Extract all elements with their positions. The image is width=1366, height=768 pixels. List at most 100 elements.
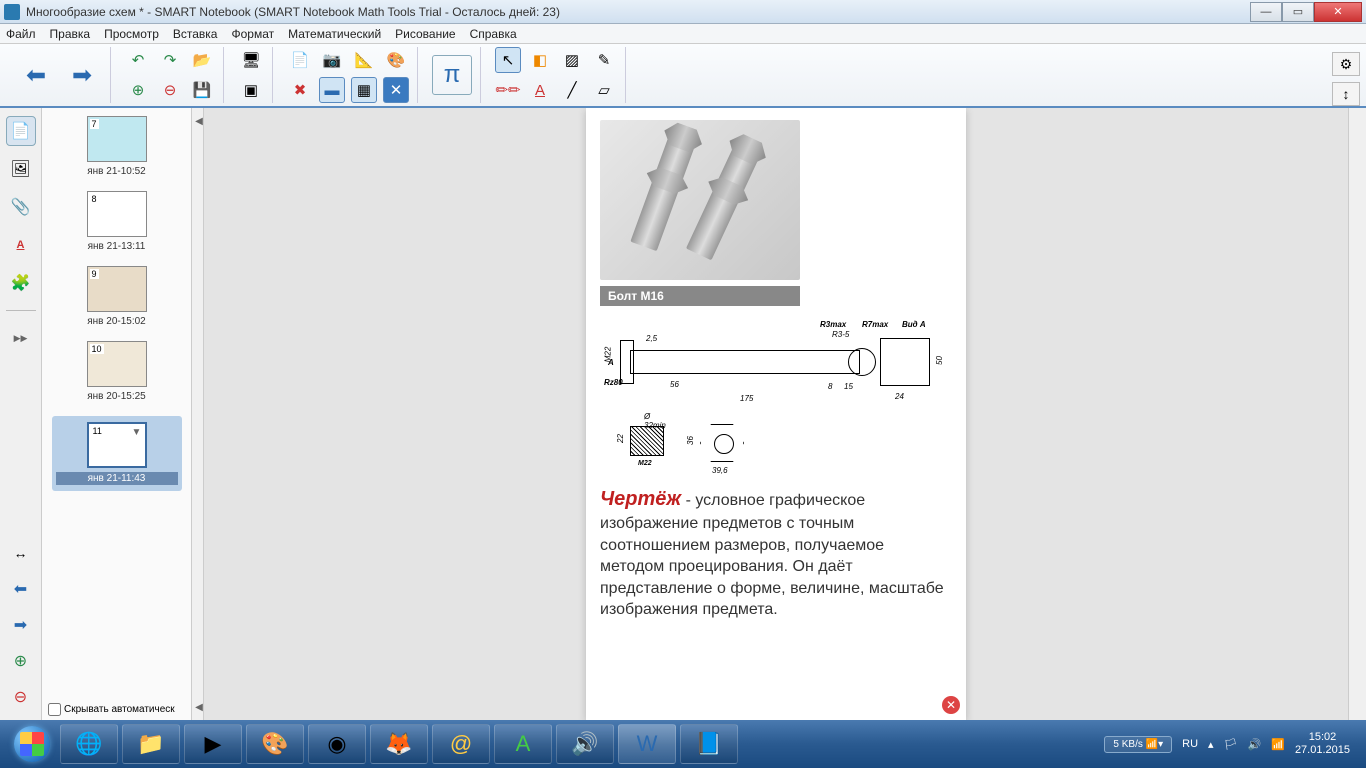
next-button-side[interactable]: ➡: [6, 610, 36, 640]
screen-shade-button[interactable]: ▬: [319, 77, 345, 103]
undo-button[interactable]: ↶: [125, 47, 151, 73]
slide-thumb[interactable]: 9 янв 20-15:02: [82, 266, 152, 327]
text-tool[interactable]: A: [527, 77, 553, 103]
clock[interactable]: 15:02 27.01.2015: [1295, 731, 1350, 757]
delete-page-side[interactable]: ⊖: [6, 682, 36, 712]
properties-tab[interactable]: A: [6, 230, 36, 260]
taskbar-ie[interactable]: 🌐: [60, 724, 118, 764]
photo-label: Болт М16: [600, 286, 800, 306]
taskbar-mail[interactable]: @: [432, 724, 490, 764]
taskbar-notebook[interactable]: 📘: [680, 724, 738, 764]
taskbar-app1[interactable]: 🎨: [246, 724, 304, 764]
tray-arrow-icon[interactable]: ▴: [1208, 738, 1214, 751]
menubar: Файл Правка Просмотр Вставка Формат Мате…: [0, 24, 1366, 44]
start-button[interactable]: [6, 724, 58, 764]
lang-indicator[interactable]: RU: [1182, 738, 1198, 750]
dim-label: 36: [686, 436, 695, 445]
taskbar-explorer[interactable]: 📁: [122, 724, 180, 764]
select-tool[interactable]: ↖: [495, 47, 521, 73]
next-page-button[interactable]: ➡: [62, 55, 102, 95]
camera-button[interactable]: 📷: [319, 47, 345, 73]
slide-caption: янв 21-10:52: [82, 166, 152, 177]
menu-format[interactable]: Формат: [231, 27, 274, 41]
new-page-button[interactable]: ⊕: [125, 77, 151, 103]
ruler-button[interactable]: 📐: [351, 47, 377, 73]
dim-label: 8: [828, 382, 832, 391]
menu-insert[interactable]: Вставка: [173, 27, 218, 41]
delete-object-button[interactable]: ✕: [942, 696, 960, 714]
dim-label: 56: [670, 380, 679, 389]
taskbar-media[interactable]: ▶: [184, 724, 242, 764]
auto-hide-check[interactable]: [48, 703, 61, 716]
expand-collapse-button[interactable]: ▶▶: [6, 323, 36, 353]
taskbar-word[interactable]: W: [618, 724, 676, 764]
dim-label: Rz80: [604, 378, 623, 387]
maximize-button[interactable]: ▭: [1282, 2, 1314, 22]
dim-label: 175: [740, 394, 753, 403]
menu-math[interactable]: Математический: [288, 27, 381, 41]
settings-button[interactable]: ⚙: [1332, 52, 1360, 76]
slide-menu-arrow[interactable]: ▼: [130, 425, 144, 439]
auto-hide-toggle[interactable]: ↔: [6, 538, 36, 568]
line-tool[interactable]: ╱: [559, 77, 585, 103]
toolbar: ⬅ ➡ ↶ ↷ 📂 ⊕ ⊖ 💾 🖥 ▣ 📄 📷 📐 🎨 ✖: [0, 44, 1366, 108]
menu-drawing[interactable]: Рисование: [395, 27, 455, 41]
fill-tool[interactable]: ▨: [559, 47, 585, 73]
prev-button-side[interactable]: ⬅: [6, 574, 36, 604]
taskbar-chrome[interactable]: ◉: [308, 724, 366, 764]
network-icon[interactable]: 📶: [1271, 738, 1285, 751]
dim-label: 24: [895, 392, 904, 401]
addons-tab[interactable]: 🧩: [6, 268, 36, 298]
table-button[interactable]: ▦: [351, 77, 377, 103]
auto-hide-checkbox[interactable]: Скрывать автоматическ: [48, 703, 175, 716]
add-page-side[interactable]: ⊕: [6, 646, 36, 676]
date: 27.01.2015: [1295, 744, 1350, 757]
magic-pen-tool[interactable]: ✎: [591, 47, 617, 73]
dim-label: Вид А: [902, 320, 926, 329]
menu-help[interactable]: Справка: [470, 27, 517, 41]
slide-thumb[interactable]: 10 янв 20-15:25: [82, 341, 152, 402]
clear-button[interactable]: ✖: [287, 77, 313, 103]
bolt-photo: [600, 120, 800, 280]
slide-caption: янв 21-13:11: [82, 241, 152, 252]
prev-page-button[interactable]: ⬅: [16, 55, 56, 95]
auto-hide-label: Скрывать автоматическ: [64, 704, 175, 715]
slide-number: 11: [91, 426, 104, 436]
attachments-tab[interactable]: 📎: [6, 192, 36, 222]
menu-edit[interactable]: Правка: [50, 27, 91, 41]
net-speed-indicator[interactable]: 5 KB/s 📶▾: [1104, 736, 1172, 753]
move-toolbar-button[interactable]: ↕: [1332, 82, 1360, 106]
taskbar-gimp[interactable]: 🦊: [370, 724, 428, 764]
slide-thumb[interactable]: 7 янв 21-10:52: [82, 116, 152, 177]
menu-view[interactable]: Просмотр: [104, 27, 159, 41]
open-button[interactable]: 📂: [189, 47, 215, 73]
pi-button[interactable]: π: [432, 55, 472, 95]
dim-label: 50: [935, 356, 944, 365]
taskbar-volume[interactable]: 🔊: [556, 724, 614, 764]
menu-file[interactable]: Файл: [6, 27, 36, 41]
doc-button[interactable]: 📄: [287, 47, 313, 73]
shape-tool[interactable]: ◧: [527, 47, 553, 73]
slide-thumb-selected[interactable]: 11 ▼ янв 21-11:43: [52, 416, 182, 491]
sound-icon[interactable]: 🔊: [1248, 738, 1262, 751]
eraser-tool[interactable]: ▱: [591, 77, 617, 103]
close-button[interactable]: ✕: [1314, 2, 1362, 22]
minimize-button[interactable]: —: [1250, 2, 1282, 22]
dim-label: А: [608, 358, 614, 367]
page-sorter-tab[interactable]: 📄: [6, 116, 36, 146]
redo-button[interactable]: ↷: [157, 47, 183, 73]
page-content[interactable]: Болт М16 2,5 56 175 8 15 R3max R7m: [586, 108, 966, 720]
gallery-button[interactable]: 🎨: [383, 47, 409, 73]
vertical-scrollbar[interactable]: [1348, 108, 1366, 720]
save-button[interactable]: 💾: [189, 77, 215, 103]
screen-button[interactable]: 🖥: [238, 47, 264, 73]
taskbar-app2[interactable]: A: [494, 724, 552, 764]
slide-thumb[interactable]: 8 янв 21-13:11: [82, 191, 152, 252]
delete-button[interactable]: ⊖: [157, 77, 183, 103]
response-button[interactable]: ✕: [383, 77, 409, 103]
dual-screen-button[interactable]: ▣: [238, 77, 264, 103]
gallery-tab[interactable]: 🖼: [6, 154, 36, 184]
flag-icon[interactable]: 🏳: [1224, 738, 1238, 751]
pens-tool[interactable]: ✏✏: [495, 77, 521, 103]
splitter[interactable]: ◀ ◀: [192, 108, 204, 720]
